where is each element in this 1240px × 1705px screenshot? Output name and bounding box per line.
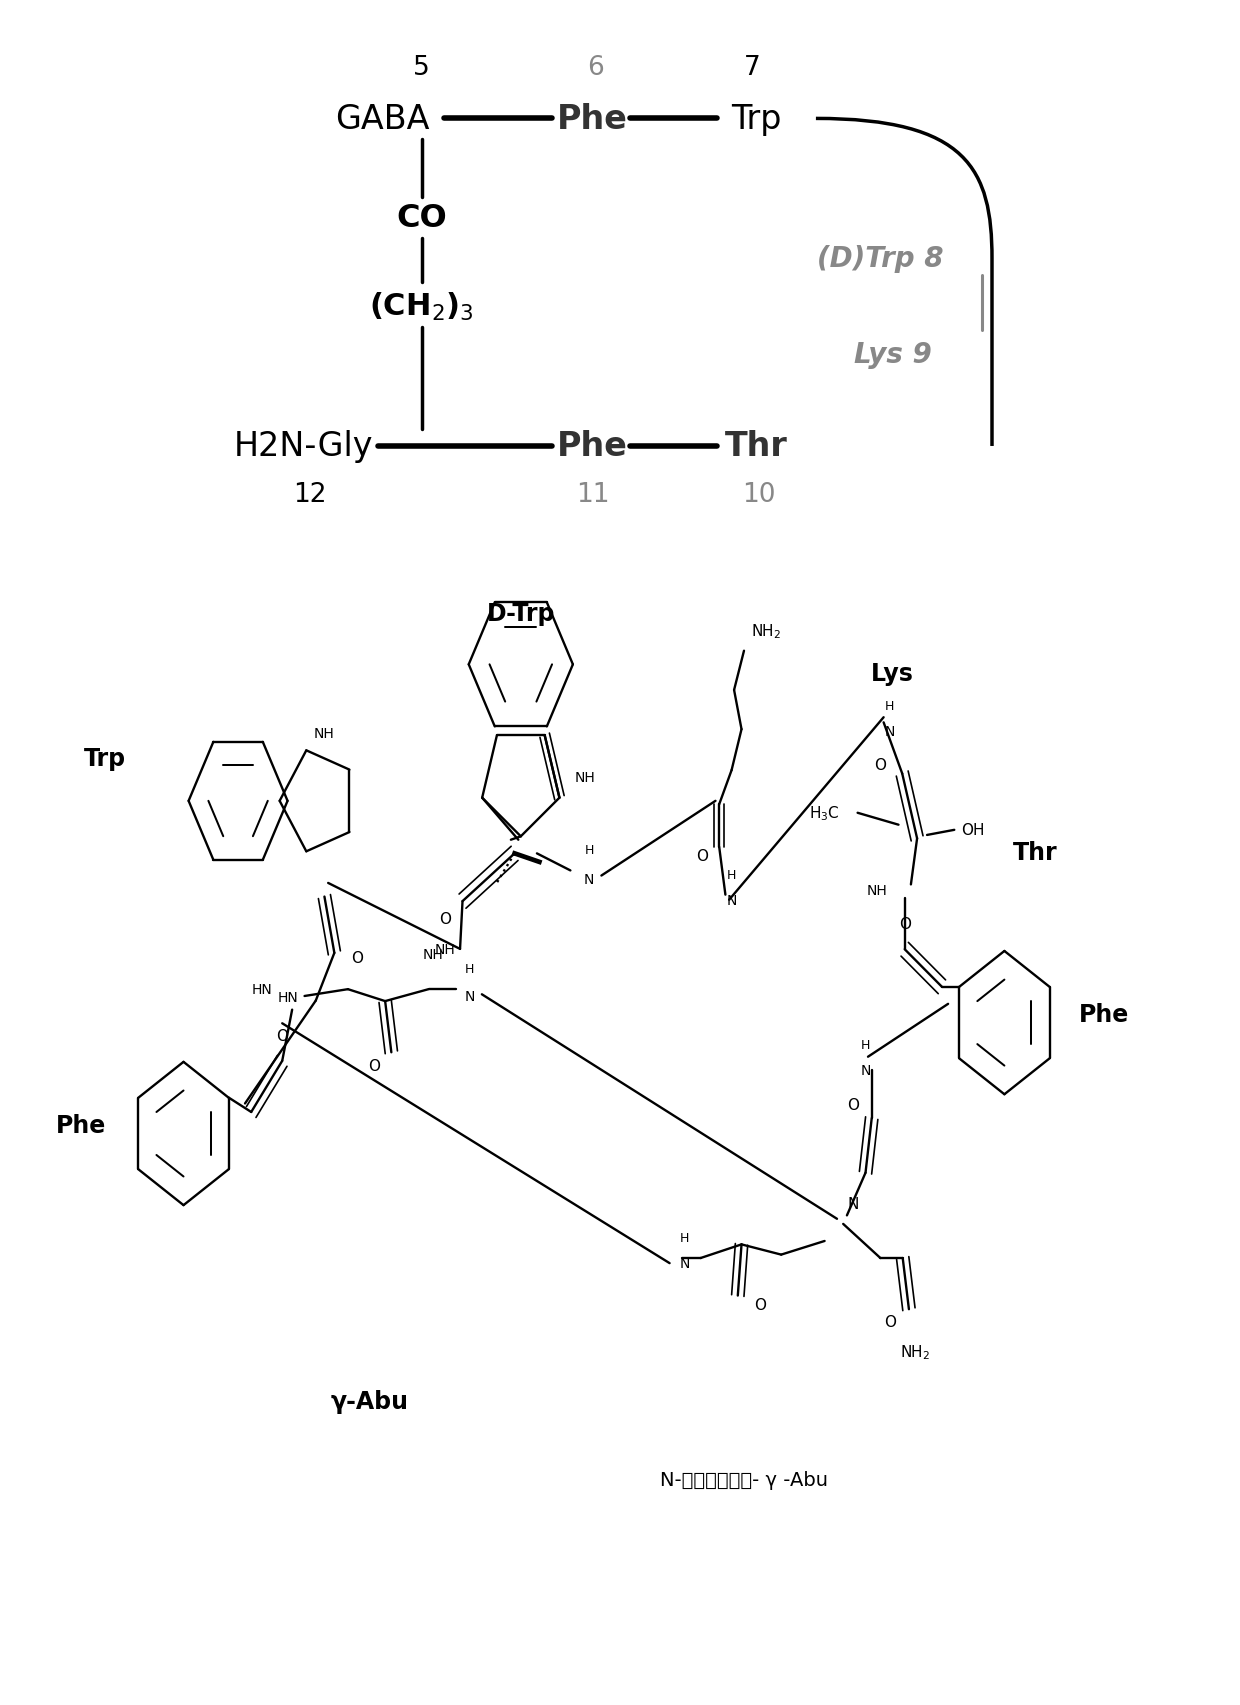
Text: H: H: [465, 963, 474, 975]
Text: Phe: Phe: [56, 1113, 105, 1137]
Text: 5: 5: [413, 55, 430, 82]
Text: NH: NH: [575, 771, 595, 784]
Text: CO: CO: [397, 203, 446, 234]
Text: H$_3$C: H$_3$C: [808, 805, 839, 822]
Text: OH: OH: [961, 824, 985, 837]
Text: N-氮甲酰基甲基- γ -Abu: N-氮甲酰基甲基- γ -Abu: [660, 1470, 828, 1490]
Text: NH: NH: [435, 943, 455, 957]
Text: H2N-Gly: H2N-Gly: [234, 430, 373, 464]
Text: O: O: [368, 1059, 379, 1074]
Text: O: O: [874, 759, 885, 772]
Text: 6: 6: [587, 55, 604, 82]
Text: Phe: Phe: [557, 102, 629, 136]
Text: O: O: [439, 910, 451, 926]
Text: NH: NH: [423, 948, 443, 962]
Text: H: H: [861, 1038, 870, 1052]
Text: 11: 11: [575, 481, 610, 508]
Text: HN: HN: [252, 982, 273, 997]
Text: O: O: [696, 849, 708, 863]
Text: O: O: [277, 1028, 288, 1043]
Text: Trp: Trp: [732, 102, 781, 136]
Text: (CH$_2$)$_3$: (CH$_2$)$_3$: [370, 292, 474, 322]
Text: 10: 10: [742, 481, 776, 508]
Text: HN: HN: [278, 991, 299, 1004]
Text: N: N: [861, 1064, 870, 1078]
Text: O: O: [351, 951, 362, 967]
Text: H: H: [885, 699, 894, 713]
Text: H: H: [584, 844, 594, 858]
Text: N: N: [847, 1197, 859, 1211]
Text: NH$_2$: NH$_2$: [900, 1344, 930, 1361]
Text: N: N: [884, 725, 895, 738]
Text: N: N: [727, 893, 737, 907]
Text: H: H: [727, 868, 737, 881]
Text: N: N: [464, 989, 475, 1004]
Text: Thr: Thr: [1013, 841, 1058, 864]
Text: O: O: [884, 1315, 897, 1328]
Text: O: O: [847, 1098, 859, 1112]
Text: N: N: [584, 873, 594, 887]
Text: (D)Trp 8: (D)Trp 8: [817, 246, 944, 273]
Text: Phe: Phe: [1079, 1003, 1128, 1026]
Text: N: N: [680, 1257, 689, 1270]
Text: D-Trp: D-Trp: [486, 602, 556, 626]
Text: O: O: [899, 917, 910, 931]
Text: O: O: [754, 1298, 766, 1311]
Text: Thr: Thr: [725, 430, 787, 464]
Text: H: H: [680, 1231, 689, 1245]
Text: Lys: Lys: [872, 662, 914, 685]
Text: γ-Abu: γ-Abu: [331, 1390, 408, 1413]
Text: Trp: Trp: [84, 747, 126, 771]
Text: Phe: Phe: [557, 430, 629, 464]
Text: NH: NH: [314, 726, 335, 740]
Text: 12: 12: [293, 481, 327, 508]
Text: NH$_2$: NH$_2$: [751, 622, 781, 639]
Text: Lys 9: Lys 9: [854, 341, 931, 368]
Text: NH: NH: [867, 883, 888, 897]
Text: 7: 7: [744, 55, 761, 82]
Text: GABA: GABA: [335, 102, 429, 136]
